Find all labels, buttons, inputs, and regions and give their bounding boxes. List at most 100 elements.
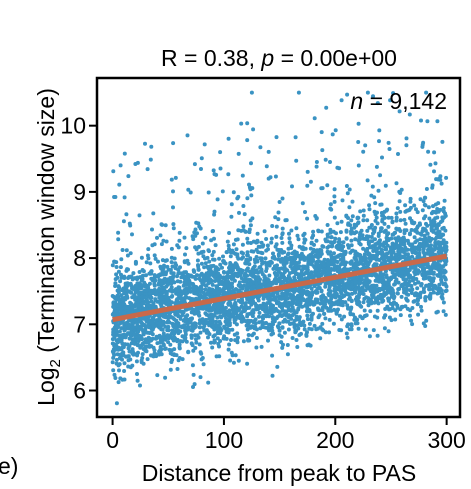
data-point: [296, 90, 301, 95]
data-point: [114, 361, 119, 366]
data-point: [339, 98, 344, 103]
data-point: [309, 316, 314, 320]
data-point: [352, 231, 357, 236]
data-point: [396, 152, 400, 156]
data-point: [293, 135, 298, 140]
data-point: [375, 333, 380, 338]
data-point: [182, 323, 187, 328]
data-point: [330, 132, 335, 137]
data-point: [424, 187, 429, 191]
data-point: [310, 235, 315, 240]
data-point: [158, 282, 163, 287]
data-point: [349, 238, 354, 243]
data-point: [335, 260, 340, 264]
data-point: [365, 273, 369, 278]
data-point: [239, 250, 244, 255]
data-point: [124, 295, 129, 300]
data-point: [257, 310, 262, 315]
data-point: [152, 253, 157, 258]
data-point: [325, 298, 330, 303]
data-point: [121, 286, 126, 291]
data-point: [290, 184, 294, 189]
data-point: [142, 295, 147, 300]
data-point: [383, 228, 388, 233]
data-point: [350, 199, 355, 204]
data-point: [358, 314, 363, 319]
data-point: [140, 274, 145, 279]
data-point: [264, 263, 269, 268]
data-point: [290, 336, 295, 340]
data-point: [243, 308, 247, 313]
n-value: = 9,142: [363, 88, 447, 114]
data-point: [358, 209, 363, 214]
data-point: [345, 284, 350, 289]
data-point: [229, 270, 234, 275]
data-point: [413, 265, 418, 270]
data-point: [128, 357, 133, 362]
data-point: [218, 166, 223, 171]
data-point: [327, 330, 332, 335]
data-point: [250, 309, 255, 314]
data-point: [163, 346, 168, 351]
data-point: [386, 140, 391, 145]
data-point: [214, 323, 218, 328]
data-point: [188, 320, 193, 324]
data-point: [133, 162, 138, 166]
data-point: [336, 281, 341, 286]
data-point: [280, 308, 285, 313]
data-point: [148, 261, 153, 266]
data-point: [177, 230, 182, 235]
data-point: [133, 308, 138, 313]
data-point: [254, 345, 259, 350]
data-point: [201, 254, 206, 259]
data-point: [400, 254, 405, 259]
data-point: [201, 274, 206, 279]
data-point: [265, 301, 270, 306]
data-point: [404, 208, 409, 213]
data-point: [130, 363, 135, 368]
data-point: [319, 289, 324, 294]
data-point: [122, 377, 127, 382]
data-point: [426, 149, 431, 154]
data-point: [294, 226, 299, 231]
data-point: [314, 160, 319, 164]
data-point: [169, 177, 174, 182]
data-point: [214, 303, 219, 308]
data-point: [423, 203, 428, 208]
data-point: [328, 289, 333, 294]
data-point: [236, 151, 241, 156]
data-point: [129, 274, 134, 279]
data-point: [348, 311, 353, 315]
data-point: [407, 232, 412, 237]
data-point: [435, 273, 440, 278]
data-point: [203, 287, 208, 292]
data-point: [435, 291, 440, 296]
data-point: [199, 261, 204, 266]
data-point: [163, 337, 168, 342]
data-point: [368, 285, 373, 290]
data-point: [297, 333, 302, 337]
data-point: [274, 224, 279, 229]
data-point: [113, 342, 118, 347]
data-point: [308, 296, 313, 301]
data-point: [256, 286, 261, 290]
data-point: [342, 293, 347, 298]
data-point: [342, 268, 347, 273]
data-point: [205, 255, 210, 260]
data-point: [251, 280, 256, 285]
data-point: [397, 109, 402, 114]
data-point: [380, 217, 385, 222]
data-point: [431, 209, 435, 214]
data-point: [375, 246, 380, 251]
data-point: [172, 325, 177, 330]
data-point: [264, 269, 269, 273]
data-point: [269, 325, 274, 330]
data-point: [363, 143, 368, 148]
data-point: [148, 157, 153, 162]
data-point: [192, 230, 197, 235]
data-point: [340, 261, 345, 266]
data-point: [248, 218, 253, 223]
data-point: [122, 305, 127, 310]
data-point: [195, 273, 199, 278]
data-point: [392, 300, 396, 305]
